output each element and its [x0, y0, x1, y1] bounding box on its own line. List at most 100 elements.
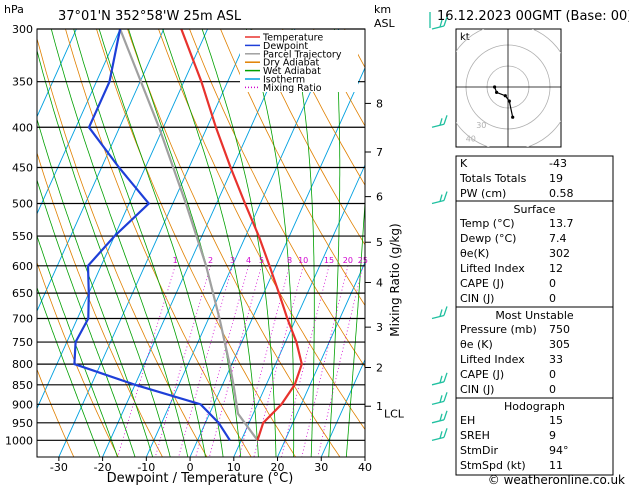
wet-adiabat-line — [162, 29, 259, 457]
table-row-value: 302 — [549, 247, 570, 260]
temperature-tick-label: 0 — [187, 461, 194, 474]
table-row-label: CIN (J) — [460, 292, 494, 305]
table-row-label: SREH — [460, 429, 490, 442]
table-section-title: Most Unstable — [495, 309, 574, 322]
mixing-ratio-labels: 1 2 3 4 5 8 10 15 20 25 — [173, 256, 368, 265]
height-tick-label: 2 — [376, 362, 383, 375]
table-row-value: 750 — [549, 323, 570, 336]
indices-table: K -43 Totals Totals 19 PW (cm) 0.58 SurfaceTem… — [455, 155, 614, 476]
dry-adiabat-line — [37, 368, 75, 457]
wet-adiabat-line — [50, 29, 189, 457]
wind-barb-flag — [443, 191, 448, 201]
hodograph-unit-label: kt — [460, 32, 470, 43]
mixing-ratio-label: 20 — [343, 256, 353, 265]
isotherm-line — [233, 163, 365, 457]
wind-barb-flag — [439, 413, 443, 421]
mixing-ratio-line — [238, 265, 290, 457]
table-row-value: 11 — [549, 459, 563, 472]
height-tick-label: 4 — [376, 277, 383, 290]
pressure-tick-label: 750 — [12, 336, 33, 349]
wet-adiabat-line — [37, 178, 136, 457]
pressure-tick-label: 850 — [12, 379, 33, 392]
table-section-box — [455, 200, 614, 309]
dry-adiabat-line — [37, 37, 208, 457]
dry-adiabat-line — [189, 29, 365, 368]
pressure-tick-label: 700 — [12, 313, 33, 326]
height-tick-label: 5 — [376, 236, 383, 249]
hodograph-point — [503, 94, 507, 98]
dry-adiabat-line — [65, 29, 252, 457]
mixing-ratio-line — [301, 265, 349, 457]
table-section-box — [455, 397, 614, 476]
x-axis-label: Dewpoint / Temperature (°C) — [107, 471, 294, 486]
isotherm-line — [37, 29, 209, 410]
table-row-label: StmSpd (kt) — [460, 459, 526, 472]
pressure-tick-label: 800 — [12, 358, 33, 371]
temperature-tick-label: -20 — [94, 461, 112, 474]
mixing-ratio-label: 4 — [246, 256, 251, 265]
temperature-tick-label: 10 — [227, 461, 241, 474]
wind-barb-shaft — [431, 123, 445, 128]
mixing-ratio-line — [281, 265, 330, 457]
mixing-ratio-line — [317, 265, 364, 457]
location-title: 37°01'N 352°58'W 25m ASL — [58, 9, 242, 24]
table-row-value: 94° — [549, 444, 569, 457]
mixing-ratio-label: 8 — [287, 256, 292, 265]
table-section-title: Surface — [514, 203, 556, 216]
wind-barb-flag — [443, 428, 448, 438]
mixing-ratio-axis-label: Mixing Ratio (g/kg) — [388, 223, 402, 336]
mixing-ratio-line — [253, 265, 304, 457]
mixing-ratio-label: 5 — [259, 256, 264, 265]
wet-adiabat-line — [37, 234, 118, 457]
mixing-ratio-label: 25 — [358, 256, 368, 265]
pressure-unit-label: hPa — [4, 3, 24, 16]
table-row-value: 19 — [549, 172, 563, 185]
wind-barb-flag — [443, 410, 448, 421]
table-row-value: 0 — [549, 383, 556, 396]
table-row-label: EH — [460, 414, 475, 427]
wind-barb-flag — [439, 194, 443, 202]
isotherm-line — [189, 66, 365, 457]
dry-adiabat-line — [312, 29, 365, 127]
wind-barb-flag — [443, 392, 448, 402]
mixing-ratio-line — [154, 265, 211, 457]
table-row-value: 13.7 — [549, 217, 574, 230]
parcel-trajectory-line — [119, 29, 259, 441]
wind-barb-flag — [443, 115, 448, 125]
hodograph-point — [511, 115, 515, 119]
wet-adiabat-line — [245, 29, 295, 457]
wind-barb-flag — [439, 19, 443, 28]
table-row-label: PW (cm) — [460, 187, 506, 200]
temperature-tick-label: 40 — [358, 461, 372, 474]
wind-barb-flag — [439, 375, 443, 383]
dry-adiabat-line — [37, 261, 119, 457]
table-row-value: 9 — [549, 429, 556, 442]
isotherm-line — [37, 29, 165, 313]
wind-barb-flag — [439, 431, 443, 439]
wind-barbs — [429, 12, 448, 441]
dry-adiabat-line — [96, 29, 296, 457]
table-row-label: θe (K) — [460, 338, 493, 351]
legend-entry-label: Dewpoint — [263, 41, 308, 52]
height-tick-label: 7 — [376, 146, 383, 159]
mixing-ratio-label: 2 — [208, 256, 213, 265]
wind-barb-flag — [439, 309, 443, 317]
pressure-tick-label: 550 — [12, 230, 33, 243]
temperature-tick-label: 30 — [314, 461, 328, 474]
pressure-tick-label: 600 — [12, 260, 33, 273]
legend-entry-label: Parcel Trajectory — [263, 49, 342, 60]
mixing-ratio-line — [208, 265, 262, 457]
legend-background — [240, 30, 358, 92]
temperature-tick-label: -30 — [50, 461, 68, 474]
table-row-value: 33 — [549, 353, 563, 366]
wind-barb-flag — [443, 16, 448, 27]
sounding-profiles — [73, 29, 303, 441]
legend-entry-label: Isotherm — [263, 75, 305, 86]
wind-barb-shaft — [431, 314, 445, 320]
hodograph-point — [493, 85, 497, 89]
plot-frame — [37, 29, 365, 457]
height-unit-asl: ASL — [374, 17, 396, 30]
mixing-ratio-line — [117, 265, 176, 457]
